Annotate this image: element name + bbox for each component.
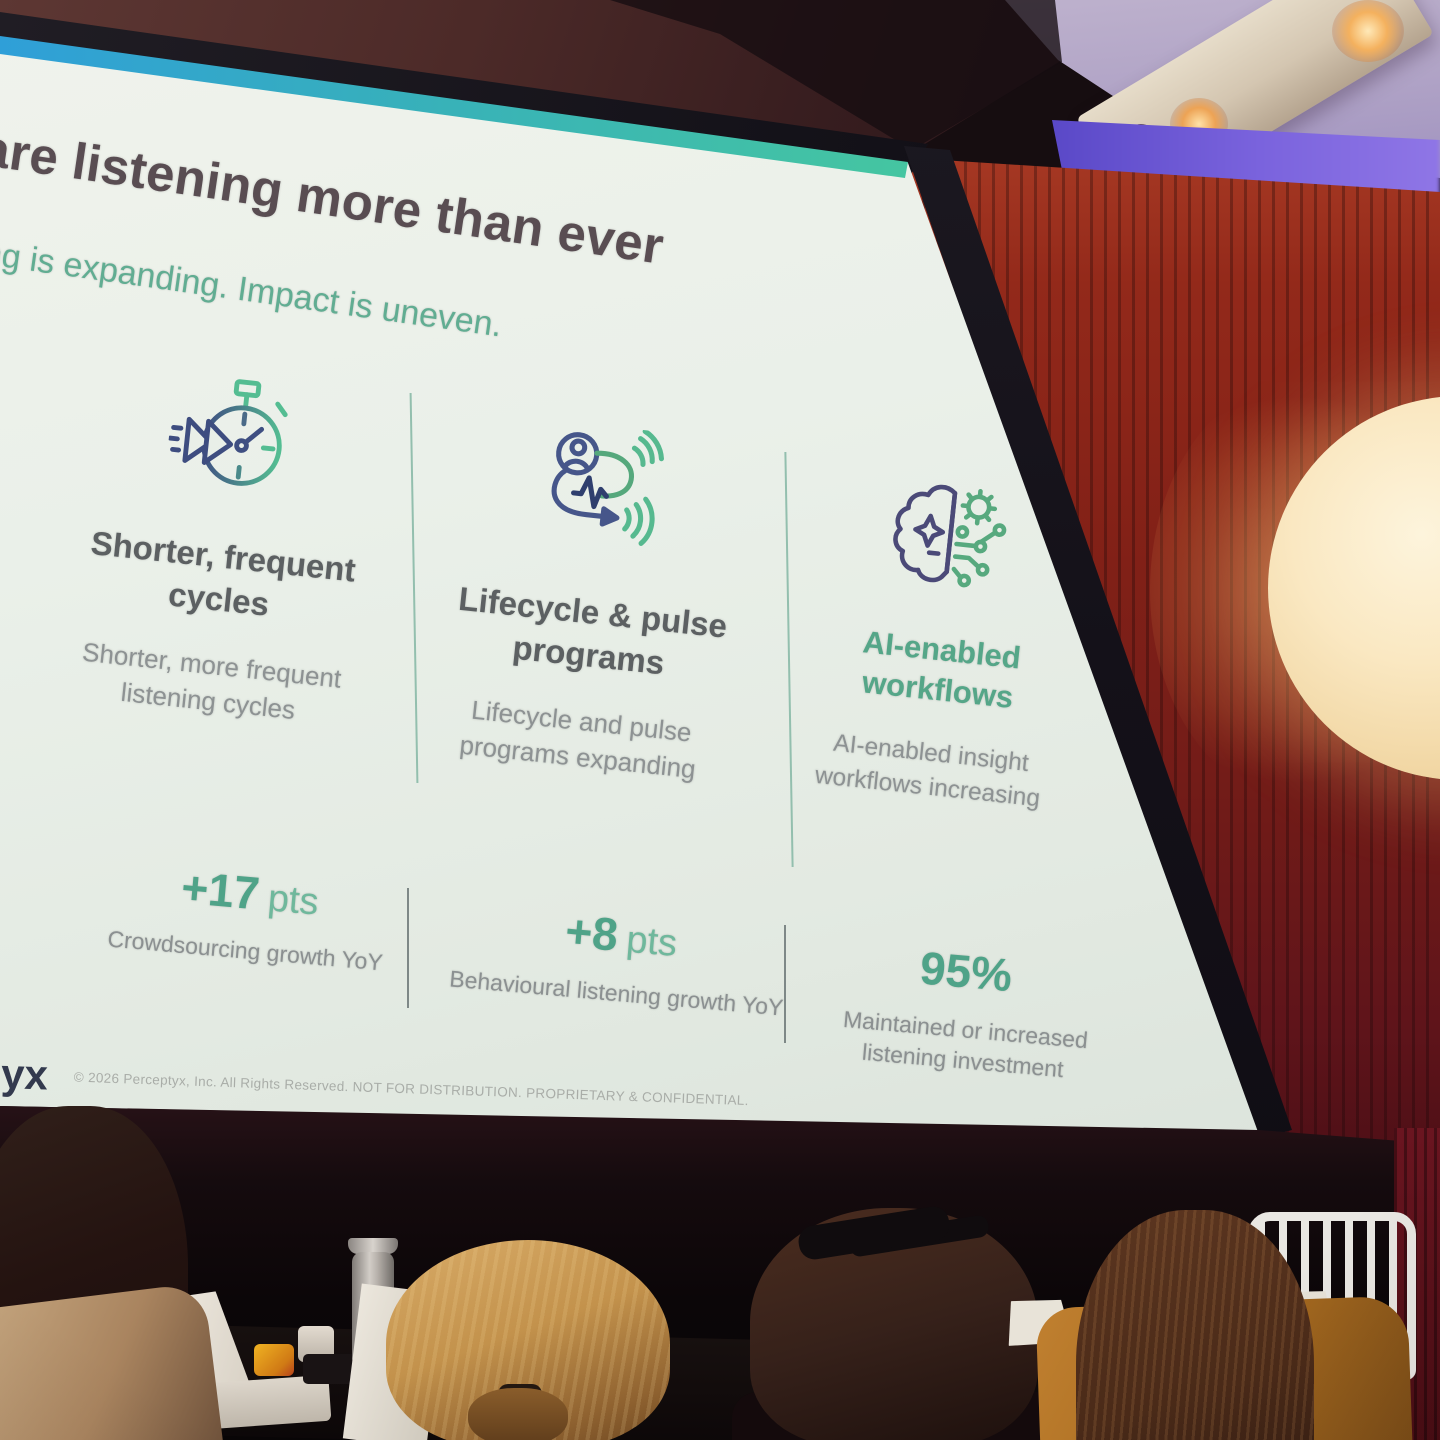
water-bottle-cap (348, 1238, 398, 1254)
column-heading: Shorter, frequent cycles (89, 523, 358, 623)
column-lifecycle-pulse: Lifecycle & pulse programs Lifecycle and… (391, 395, 799, 794)
stat-unit (1019, 959, 1023, 1001)
ponytail (468, 1388, 568, 1440)
perceptyx-logo-fragment: yx (0, 1050, 49, 1099)
stopwatch-fast-forward-icon (162, 369, 309, 509)
column-heading: AI-enabled workflows (860, 624, 1023, 716)
ai-brain-circuit-icon (885, 471, 1023, 604)
audience-member-shoulder (0, 1282, 223, 1440)
column-body: Shorter, more frequent listening cycles (80, 636, 343, 726)
stat-investment: 95% Maintained or increased listening in… (797, 915, 1139, 1091)
snack-item (254, 1344, 294, 1376)
stat-value: +8 (563, 904, 621, 961)
column-heading: Lifecycle & pulse programs (456, 579, 729, 682)
slide-columns: Shorter, frequent cycles Shorter, more f… (0, 352, 1178, 835)
stats-divider (784, 925, 786, 1043)
lifecycle-pulse-icon (529, 419, 682, 565)
stat-unit: pts (624, 918, 679, 966)
stat-value: 95% (918, 941, 1015, 1002)
stat-unit: pts (266, 877, 321, 924)
copyright-text: © 2026 Perceptyx, Inc. All Rights Reserv… (73, 1069, 749, 1108)
stat-line: 95% (804, 931, 1137, 1014)
column-ai-workflows: AI-enabled workflows AI-enabled insight … (761, 434, 1127, 829)
audience-member-long-hair (1076, 1210, 1314, 1440)
stat-value: +17 (179, 860, 262, 920)
column-shorter-cycles: Shorter, frequent cycles Shorter, more f… (18, 356, 429, 756)
recessed-downlight (1332, 0, 1404, 62)
stats-divider (407, 888, 409, 1008)
